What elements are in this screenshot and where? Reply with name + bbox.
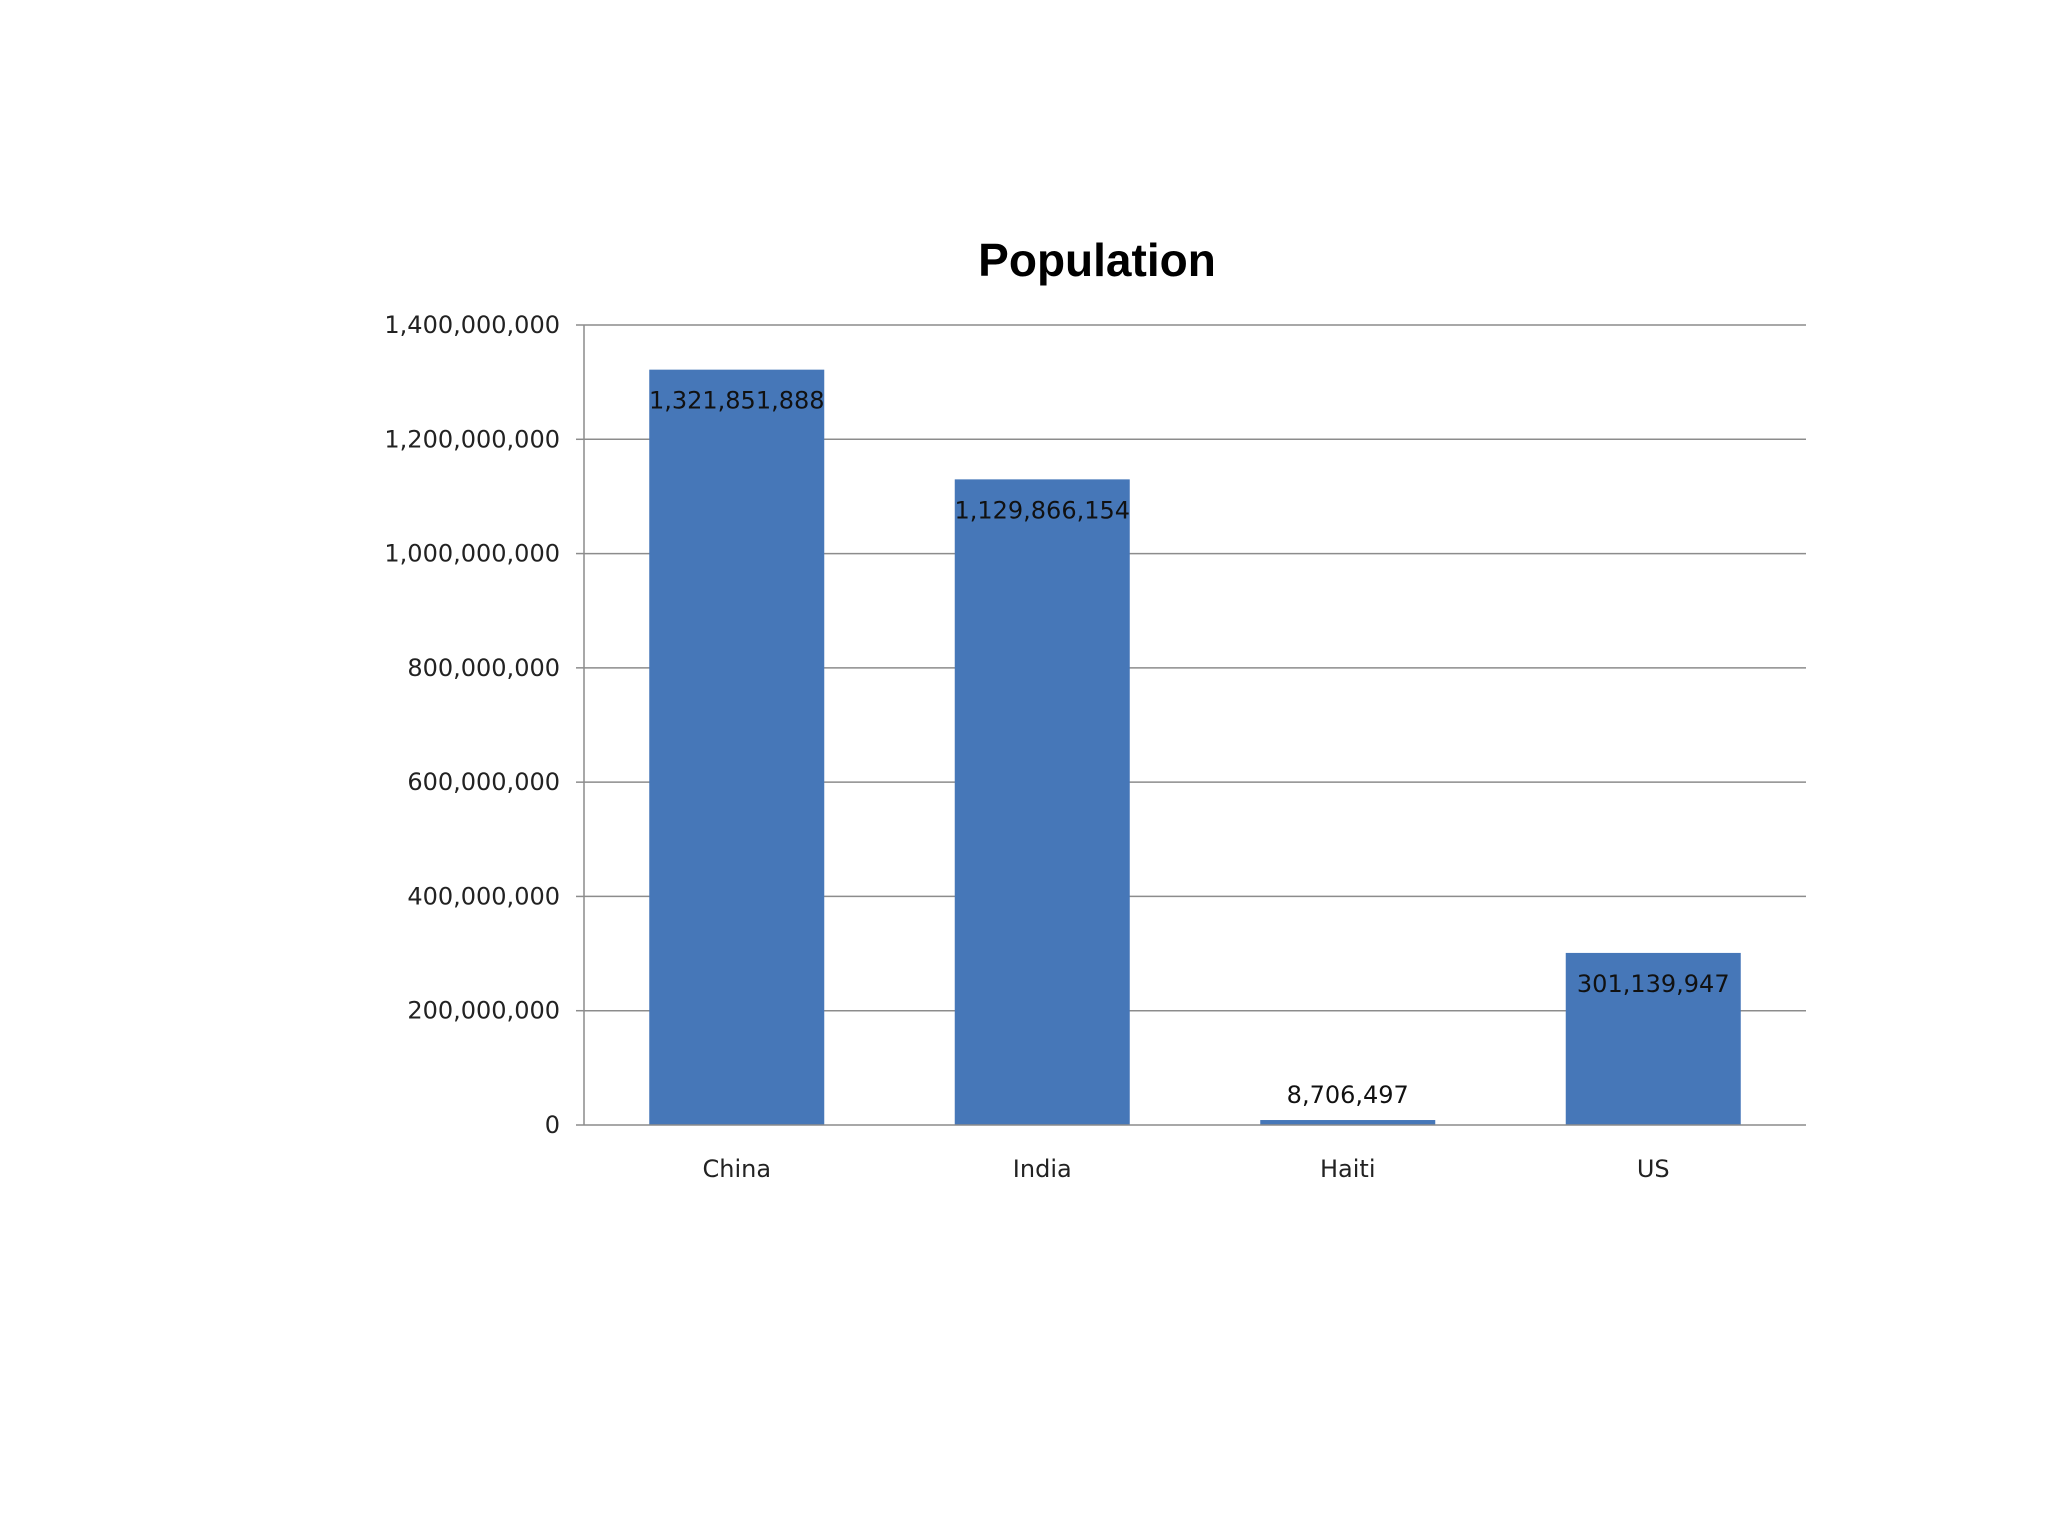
y-tick-label: 0 — [545, 1111, 560, 1139]
data-label: 8,706,497 — [1287, 1081, 1409, 1109]
y-tick-label: 1,000,000,000 — [384, 540, 560, 568]
x-category-label: India — [1013, 1155, 1072, 1183]
y-tick-label: 200,000,000 — [407, 997, 560, 1025]
x-axis-category-labels: China India Haiti US — [702, 1155, 1669, 1183]
x-category-label: China — [702, 1155, 771, 1183]
y-tick-label: 1,400,000,000 — [384, 311, 560, 339]
bar-haiti — [1260, 1120, 1436, 1125]
y-tick-label: 800,000,000 — [407, 654, 560, 682]
data-label: 301,139,947 — [1577, 970, 1730, 998]
bar-us — [1565, 952, 1741, 1125]
y-axis-tick-labels: 0 200,000,000 400,000,000 600,000,000 800,00… — [384, 311, 560, 1139]
bar-china — [649, 369, 825, 1125]
data-label: 1,129,866,154 — [954, 496, 1130, 524]
y-tick-label: 400,000,000 — [407, 882, 560, 910]
axes — [576, 324, 1806, 1126]
bar-india — [954, 479, 1130, 1125]
x-category-label: Haiti — [1320, 1155, 1376, 1183]
y-tick-label: 1,200,000,000 — [384, 425, 560, 453]
y-tick-label: 600,000,000 — [407, 768, 560, 796]
bars — [649, 369, 1741, 1125]
chart-title: Population — [978, 234, 1216, 286]
data-labels: 1,321,851,888 1,129,866,154 8,706,497 301,1… — [649, 387, 1730, 1109]
x-category-label: US — [1637, 1155, 1670, 1183]
data-label: 1,321,851,888 — [649, 387, 825, 415]
